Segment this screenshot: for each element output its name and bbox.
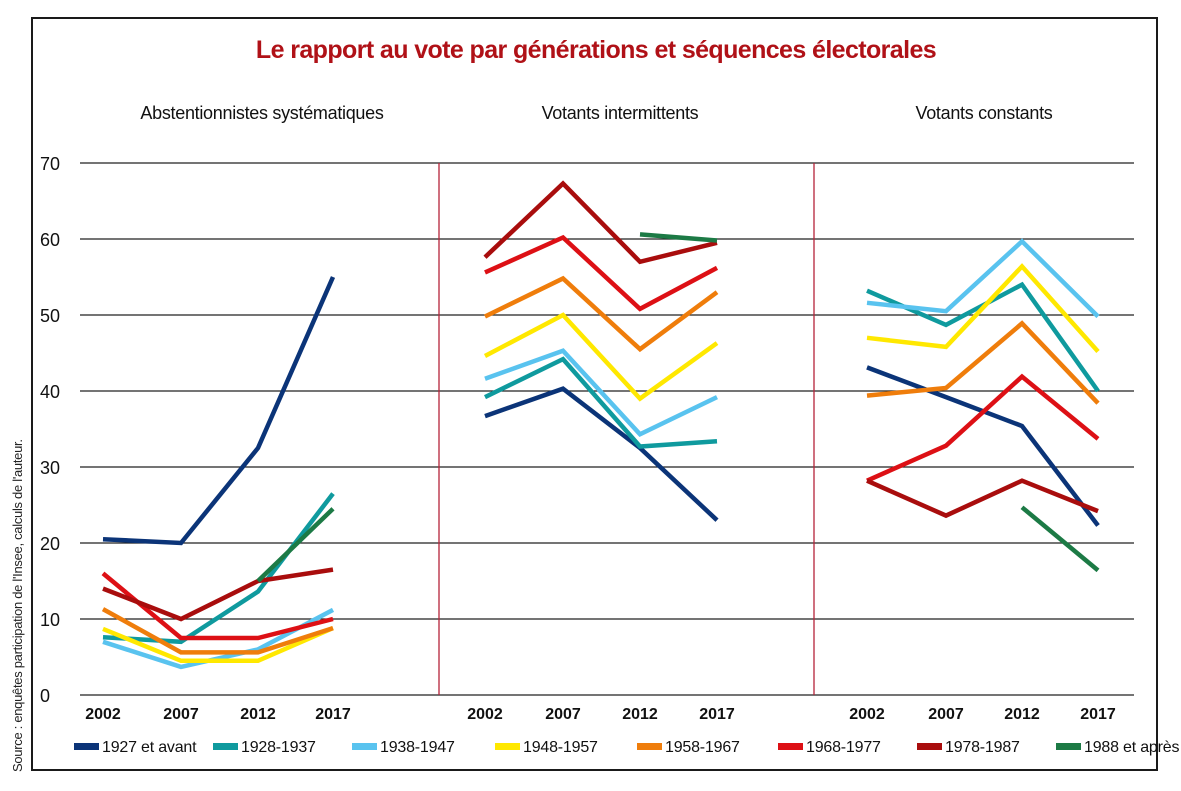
series-line — [866, 238, 1100, 319]
legend-swatch — [495, 743, 520, 750]
series-line — [1020, 505, 1100, 573]
legend-label: 1938-1947 — [380, 739, 455, 756]
series-line — [639, 232, 718, 243]
legend-label: 1927 et avant — [102, 739, 197, 756]
x-tick-label: 2007 — [163, 706, 199, 723]
source-note: Source : enquêtes participation de l'Ins… — [10, 439, 25, 772]
x-tick-label: 2012 — [622, 706, 658, 723]
y-tick-label: 10 — [40, 610, 60, 630]
legend-label: 1988 et après — [1084, 739, 1179, 756]
legend-label: 1928-1937 — [241, 739, 316, 756]
series-line — [102, 276, 336, 546]
x-tick-label: 2012 — [1004, 706, 1040, 723]
series-line — [484, 234, 719, 312]
legend-item: 1988 et après — [1056, 739, 1180, 756]
series-line — [866, 320, 1100, 405]
legend-swatch — [1056, 743, 1081, 750]
panel-1 — [483, 180, 719, 522]
series-line — [866, 263, 1100, 353]
legend-swatch — [637, 743, 662, 750]
legend-item: 1938-1947 — [352, 739, 455, 756]
panel-0 — [101, 276, 336, 670]
legend-swatch — [352, 743, 377, 750]
chart-title: Le rapport au vote par générations et sé… — [256, 36, 936, 64]
panel-title: Abstentionnistes systématiques — [140, 103, 383, 123]
series-line — [101, 607, 334, 655]
y-tick-label: 50 — [40, 306, 60, 326]
y-tick-label: 60 — [40, 230, 60, 250]
series-line — [484, 348, 718, 438]
panel-title: Votants intermittents — [542, 103, 699, 123]
y-tick-label: 40 — [40, 382, 60, 402]
series-line — [483, 180, 718, 265]
x-tick-label: 2017 — [1080, 706, 1116, 723]
series-line — [102, 626, 334, 664]
series-line — [256, 507, 335, 583]
x-tick-label: 2012 — [240, 706, 276, 723]
series-line — [484, 356, 718, 449]
series-line — [102, 567, 334, 622]
legend-label: 1978-1987 — [945, 739, 1020, 756]
series-line — [866, 478, 1099, 519]
y-tick-label: 20 — [40, 534, 60, 554]
legend-swatch — [778, 743, 803, 750]
legend-swatch — [74, 743, 99, 750]
y-tick-label: 70 — [40, 154, 60, 174]
x-tick-label: 2007 — [545, 706, 581, 723]
legend-label: 1968-1977 — [806, 739, 881, 756]
series-line — [866, 281, 1100, 393]
x-tick-label: 2007 — [928, 706, 964, 723]
legend-swatch — [917, 743, 942, 750]
x-tick-label: 2002 — [467, 706, 503, 723]
legend-item: 1927 et avant — [74, 739, 197, 756]
legend-item: 1948-1957 — [495, 739, 598, 756]
legend-label: 1958-1967 — [665, 739, 740, 756]
x-tick-label: 2002 — [85, 706, 121, 723]
x-tick-label: 2017 — [699, 706, 735, 723]
x-tick-label: 2002 — [849, 706, 885, 723]
chart-frame — [31, 17, 1158, 771]
legend-item: 1958-1967 — [637, 739, 740, 756]
series-line — [484, 275, 719, 353]
legend-label: 1948-1957 — [523, 739, 598, 756]
series-line — [483, 312, 719, 402]
panel-2 — [866, 238, 1100, 573]
series-line — [866, 373, 1100, 483]
legend-swatch — [213, 743, 238, 750]
y-tick-label: 0 — [40, 686, 50, 706]
legend-item: 1978-1987 — [917, 739, 1020, 756]
y-tick-label: 30 — [40, 458, 60, 478]
legend-item: 1928-1937 — [213, 739, 316, 756]
x-tick-label: 2017 — [315, 706, 351, 723]
legend-item: 1968-1977 — [778, 739, 881, 756]
series-line — [484, 386, 719, 522]
panel-title: Votants constants — [916, 103, 1053, 123]
